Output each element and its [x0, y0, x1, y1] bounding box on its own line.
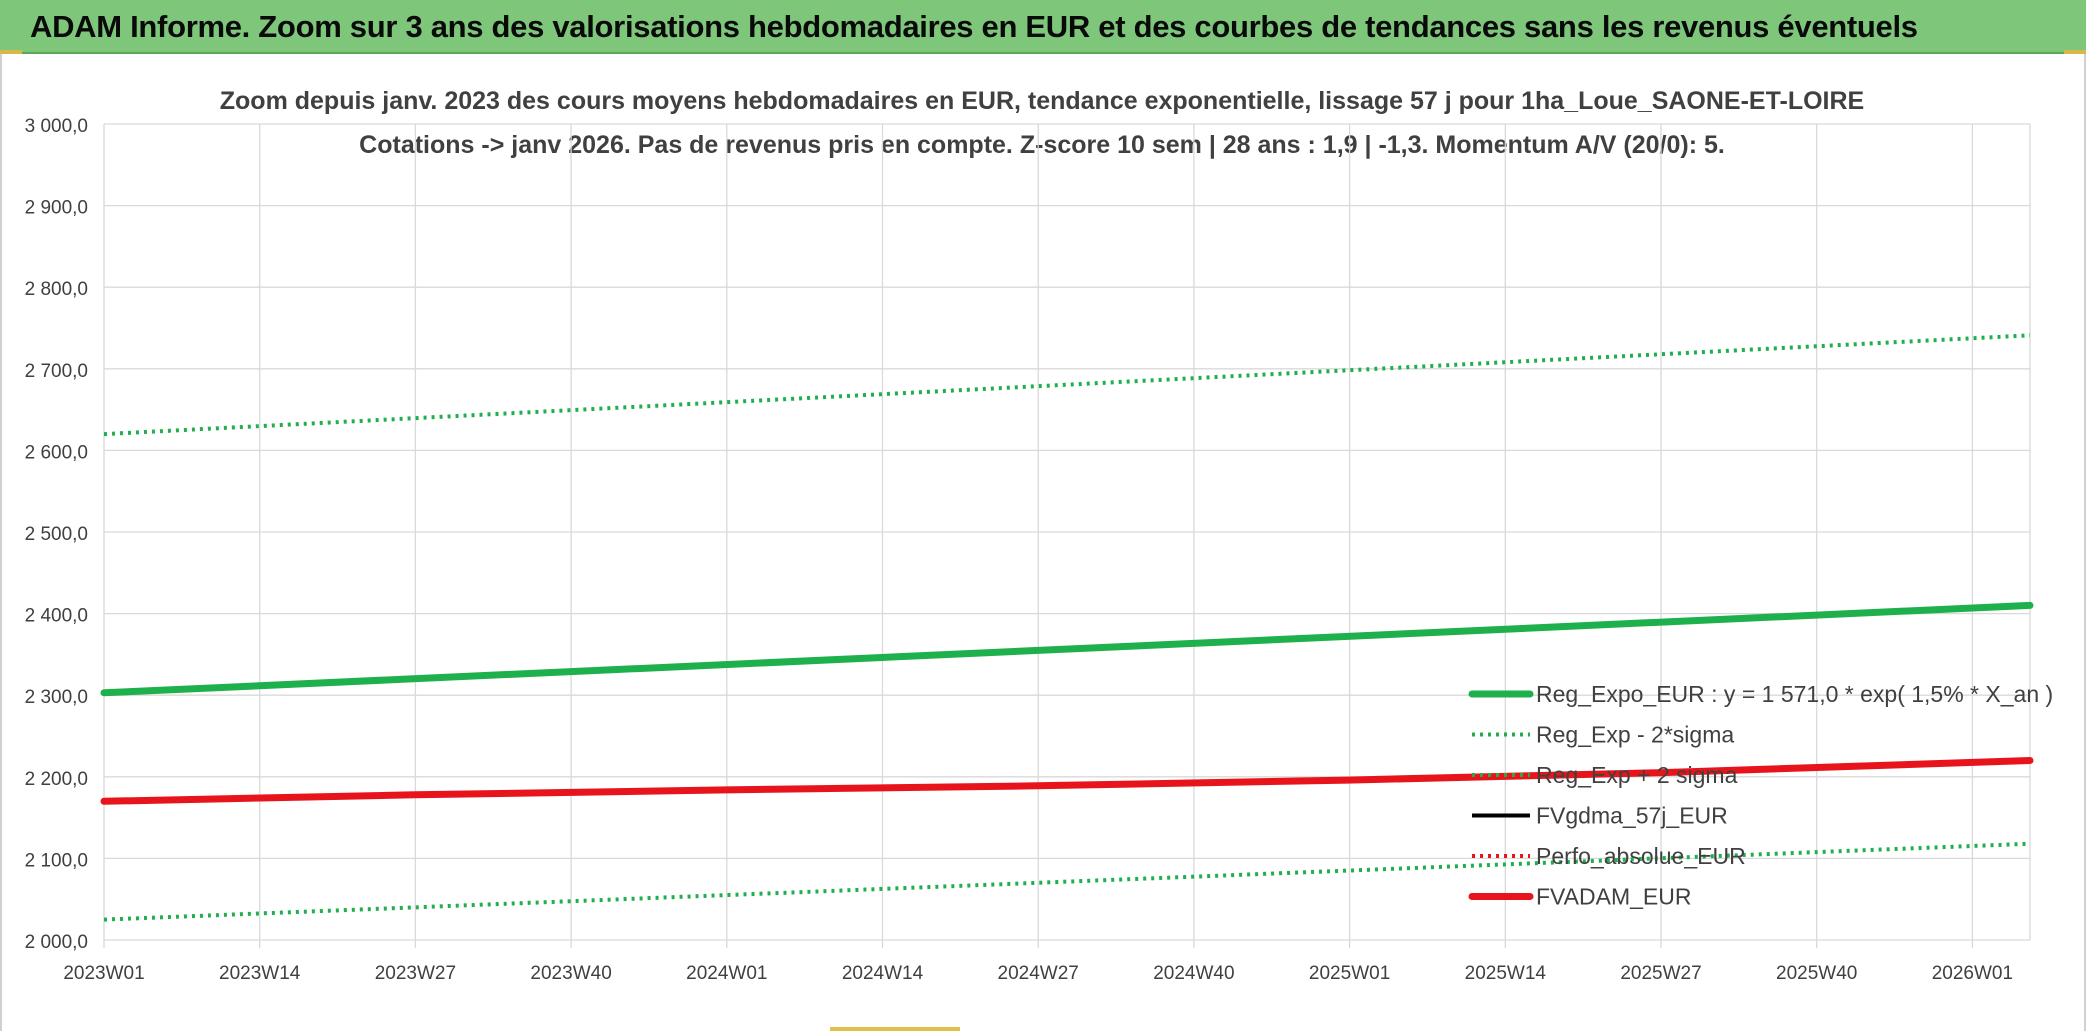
x-tick-label: 2023W27 [375, 963, 456, 984]
y-tick-label: 2 200,0 [25, 769, 88, 790]
x-tick-label: 2023W40 [530, 963, 611, 984]
chart-title-line2: Cotations -> janv 2026. Pas de revenus p… [359, 131, 1725, 159]
x-tick-label: 2026W01 [1932, 963, 2013, 984]
y-tick-label: 2 400,0 [25, 606, 88, 627]
x-tick-label: 2024W01 [686, 963, 767, 984]
series-line-2 [103, 333, 2031, 437]
x-tick-label: 2023W01 [63, 963, 144, 984]
y-tick-label: 2 100,0 [25, 850, 88, 871]
legend-label: Perfo_absolue_EUR [1536, 843, 1746, 869]
x-tick-label: 2025W27 [1620, 963, 1701, 984]
y-tick-label: 2 800,0 [25, 279, 88, 300]
legend-label: Reg_Expo_EUR : y = 1 571,0 * exp( 1,5% *… [1536, 681, 2053, 707]
footer-accent [830, 1027, 960, 1031]
y-tick-label: 3 000,0 [25, 116, 88, 137]
y-tick-label: 2 700,0 [25, 361, 88, 382]
legend-label: FVADAM_EUR [1536, 884, 1692, 910]
x-tick-label: 2025W14 [1465, 963, 1547, 984]
x-tick-label: 2025W01 [1309, 963, 1390, 984]
legend-label: Reg_Exp - 2*sigma [1536, 722, 1734, 748]
legend-label: FVgdma_57j_EUR [1536, 803, 1728, 829]
series-line-0 [100, 601, 2034, 697]
y-tick-label: 2 600,0 [25, 442, 88, 463]
banner: ADAM Informe. Zoom sur 3 ans des valoris… [0, 0, 2086, 54]
x-tick-label: 2023W14 [219, 963, 301, 984]
x-tick-label: 2024W27 [998, 963, 1079, 984]
banner-corner-right [2064, 50, 2086, 54]
banner-title: ADAM Informe. Zoom sur 3 ans des valoris… [30, 9, 1918, 44]
y-tick-label: 2 500,0 [25, 524, 88, 545]
legend-label: Reg_Exp + 2 sigma [1536, 762, 1738, 788]
y-tick-label: 2 000,0 [25, 932, 88, 953]
series-line-1 [103, 841, 2031, 922]
series-line-5 [100, 757, 2034, 805]
x-tick-label: 2024W14 [842, 963, 924, 984]
chart-frame [0, 54, 2086, 1031]
x-tick-label: 2024W40 [1153, 963, 1234, 984]
y-tick-label: 2 900,0 [25, 198, 88, 219]
chart-title-line1: Zoom depuis janv. 2023 des cours moyens … [220, 87, 1864, 115]
y-tick-label: 2 300,0 [25, 687, 88, 708]
banner-corner-left [0, 50, 22, 54]
x-tick-label: 2025W40 [1776, 963, 1857, 984]
